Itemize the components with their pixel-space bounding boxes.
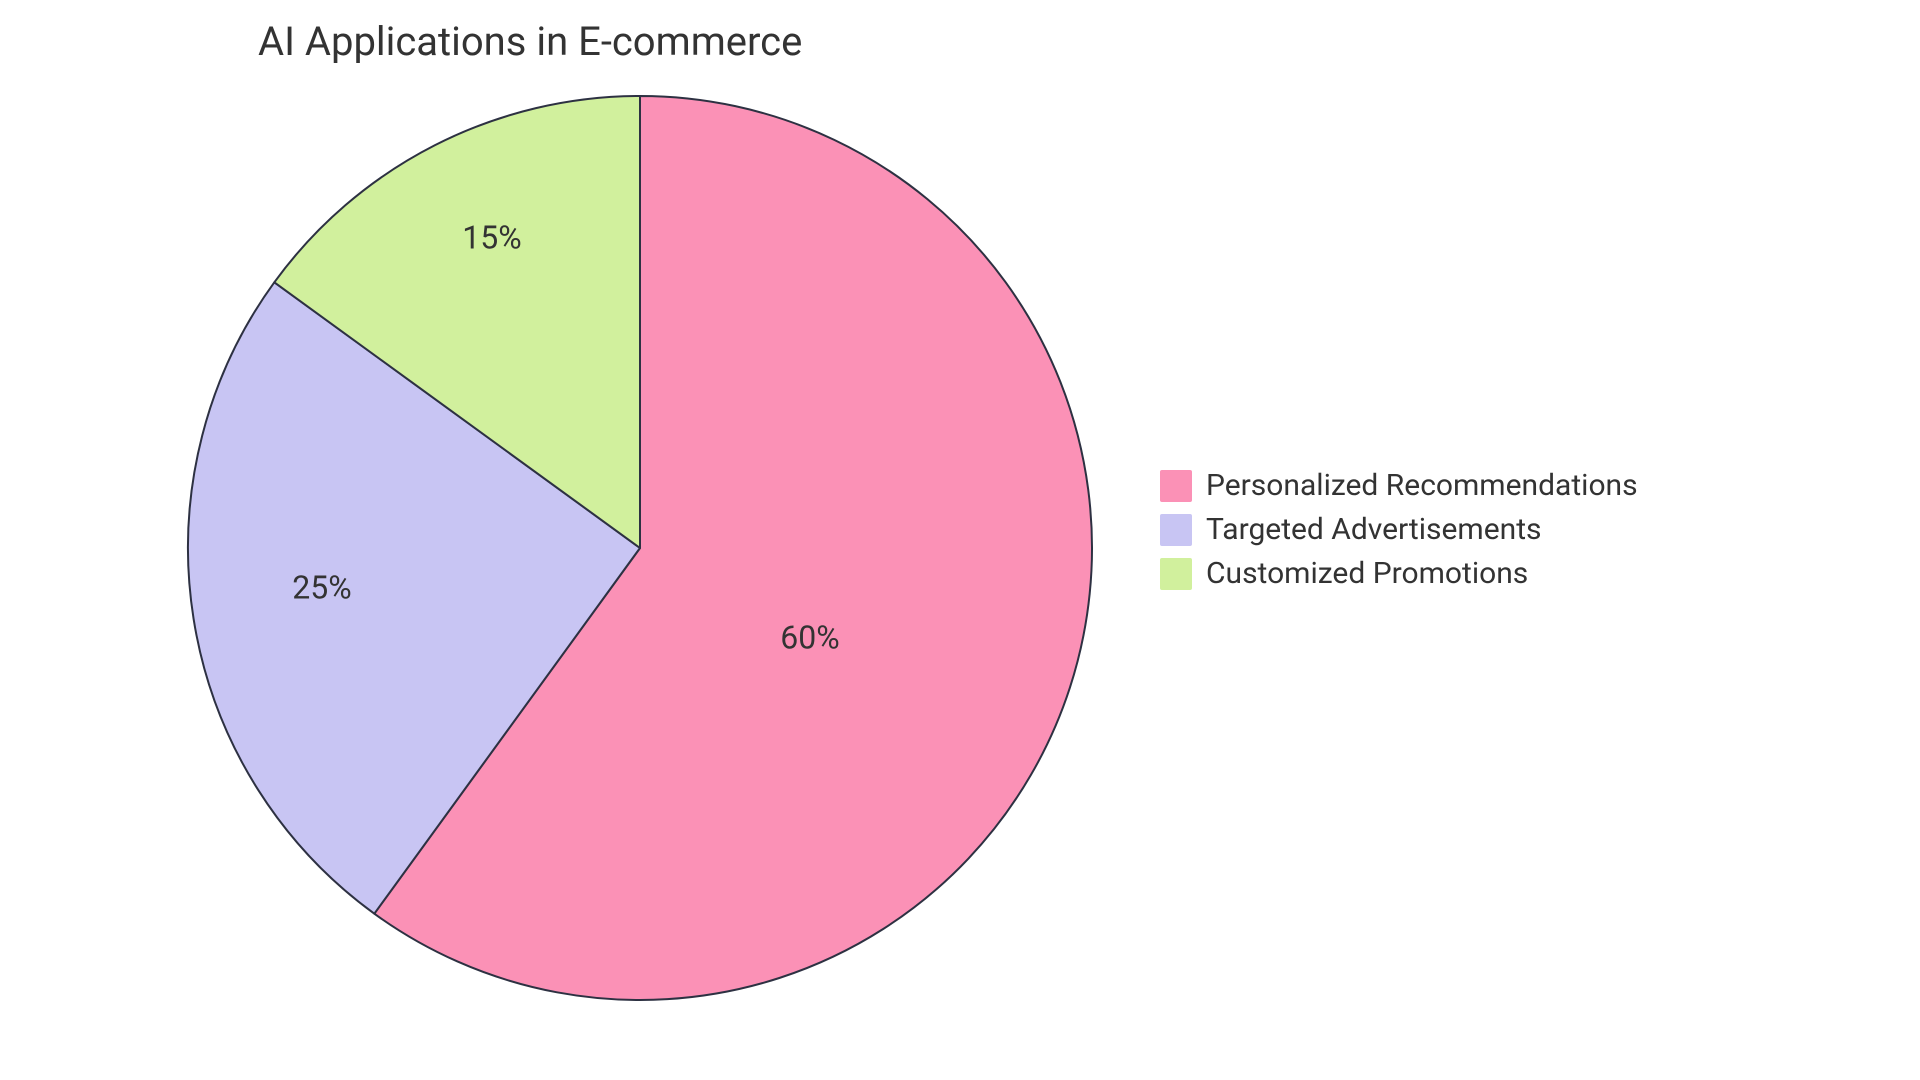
- legend-swatch: [1160, 470, 1192, 502]
- chart-title: AI Applications in E-commerce: [258, 18, 802, 65]
- legend-label: Customized Promotions: [1206, 559, 1528, 589]
- legend: Personalized Recommendations Targeted Adv…: [1160, 470, 1638, 590]
- pie-chart-container: AI Applications in E-commerce 60%25%15% …: [0, 0, 1920, 1080]
- legend-item: Targeted Advertisements: [1160, 514, 1638, 546]
- legend-item: Customized Promotions: [1160, 558, 1638, 590]
- legend-label: Personalized Recommendations: [1206, 471, 1638, 501]
- legend-swatch: [1160, 514, 1192, 546]
- legend-swatch: [1160, 558, 1192, 590]
- pie-slice-pct: 15%: [462, 218, 521, 256]
- legend-item: Personalized Recommendations: [1160, 470, 1638, 502]
- pie-slice-pct: 60%: [780, 618, 839, 656]
- legend-label: Targeted Advertisements: [1206, 515, 1542, 545]
- pie-slice-pct: 25%: [292, 568, 351, 606]
